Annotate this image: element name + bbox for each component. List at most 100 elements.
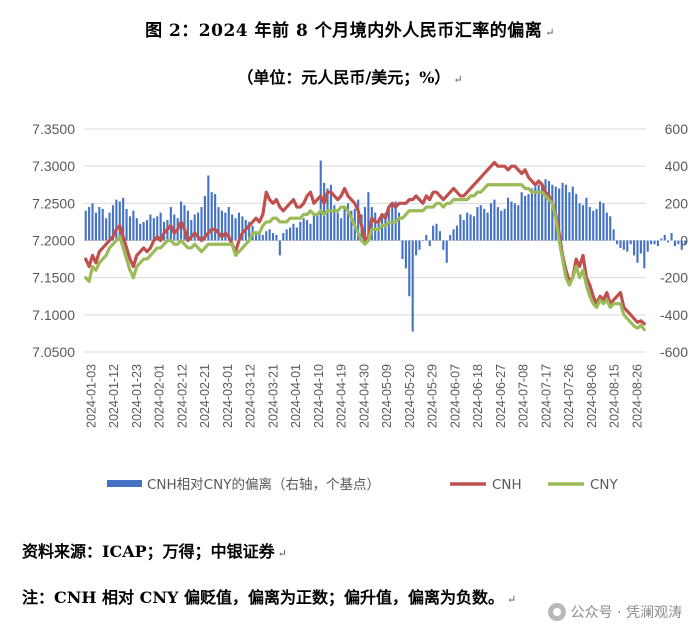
deviation-bar: [323, 182, 326, 241]
deviation-bar: [316, 214, 319, 241]
rate-lines: [84, 160, 646, 332]
deviation-bar: [486, 212, 489, 241]
deviation-bar: [455, 225, 459, 241]
x-axis-tick-label: 2024-01-23: [130, 364, 144, 428]
right-axis-tick-label: 200: [665, 195, 689, 211]
deviation-bar: [653, 240, 656, 245]
deviation-bar: [425, 234, 428, 241]
deviation-bar: [190, 220, 193, 241]
x-axis-tick-label: 2024-03-01: [221, 364, 235, 428]
right-axis-tick-label: -600: [660, 344, 688, 360]
left-axis-labels: 7.3500 7.3000 7.2500 7.2000 7.1500 7.1000 7.05…: [32, 121, 75, 360]
x-axis-tick-label: 2024-03-21: [266, 364, 280, 428]
deviation-bar: [496, 207, 499, 241]
x-axis-tick-label: 2024-06-18: [471, 364, 485, 428]
deviation-bar: [84, 210, 87, 241]
deviation-bar: [237, 212, 241, 241]
deviation-bar: [449, 234, 452, 241]
deviation-bar: [217, 207, 220, 241]
deviation-bar: [135, 218, 138, 241]
deviation-bar: [105, 218, 108, 241]
deviation-bar: [650, 240, 653, 245]
deviation-bar: [319, 160, 322, 241]
deviation-bar: [265, 231, 268, 241]
deviation-bar: [595, 208, 598, 241]
x-axis-tick-label: 2024-05-20: [403, 364, 417, 428]
deviation-bar: [418, 240, 421, 250]
deviation-bar: [493, 199, 496, 241]
deviation-bar: [289, 227, 292, 241]
deviation-bar: [466, 212, 469, 241]
deviation-bar: [408, 240, 411, 297]
x-axis-tick-label: 2024-01-12: [107, 364, 121, 428]
deviation-bar: [125, 208, 128, 241]
wechat-logo-icon: [547, 603, 566, 621]
deviation-bar: [132, 210, 135, 241]
deviation-bar: [483, 208, 486, 241]
chart-note: 注：CNH 相对 CNY 偏贬值，偏离为正数；偏升值，偏离为负数。 ↵: [22, 584, 516, 608]
deviation-bar: [442, 240, 445, 250]
deviation-bar: [479, 205, 482, 241]
deviation-bar: [517, 205, 520, 241]
deviation-bar: [261, 234, 264, 241]
deviation-bar: [452, 229, 455, 241]
chart-title: 图 2：2024 年前 8 个月境内外人民币汇率的偏离 ↵: [0, 16, 700, 41]
deviation-bar: [500, 210, 503, 241]
deviation-bar: [159, 212, 162, 241]
deviation-bar: [524, 195, 527, 241]
deviation-bar: [295, 227, 298, 241]
deviation-bar: [507, 197, 510, 241]
deviation-bar: [629, 240, 632, 245]
data-source-text: 资料来源：ICAP；万得；中银证券: [22, 542, 275, 561]
deviation-bar: [544, 179, 547, 241]
deviation-bar: [282, 233, 285, 241]
deviation-bar: [619, 240, 622, 248]
deviation-bar: [646, 240, 649, 252]
deviation-bar: [663, 234, 666, 241]
deviation-bar: [415, 240, 418, 256]
x-axis-tick-label: 2024-01-03: [84, 364, 98, 428]
chart-title-text: 图 2：2024 年前 8 个月境内外人民币汇率的偏离: [145, 21, 543, 41]
deviation-bar: [462, 220, 465, 241]
x-axis-tick-label: 2024-07-17: [539, 364, 553, 428]
right-axis-tick-label: 400: [665, 158, 689, 174]
deviation-bar: [278, 240, 281, 256]
x-axis-tick-label: 2024-04-10: [312, 364, 326, 428]
deviation-bar: [578, 203, 581, 241]
deviation-bar: [421, 240, 424, 242]
deviation-bar: [585, 197, 588, 241]
deviation-bar: [612, 229, 615, 241]
deviation-bar: [656, 240, 659, 247]
x-axis-tick-label: 2024-08-15: [608, 364, 622, 428]
deviation-bar: [472, 216, 476, 241]
deviation-bar: [88, 207, 91, 241]
left-axis-tick-label: 7.2500: [32, 195, 75, 211]
deviation-bar: [551, 184, 554, 241]
deviation-bar: [312, 212, 315, 241]
deviation-bar: [101, 208, 104, 241]
deviation-bar: [234, 218, 237, 241]
deviation-bar: [309, 223, 312, 241]
deviation-bar: [680, 240, 683, 250]
deviation-bar: [432, 225, 435, 241]
deviation-bar: [520, 192, 523, 241]
x-axis-labels: 2024-01-03 2024-01-12 2024-01-23 2024-02-01…: [84, 364, 644, 428]
deviation-bar: [636, 240, 639, 263]
deviation-bar: [537, 184, 540, 241]
deviation-bar: [350, 210, 353, 241]
deviation-bar: [94, 212, 97, 241]
deviation-bar: [643, 240, 646, 269]
paragraph-mark: ↵: [277, 547, 287, 560]
deviation-bar: [476, 207, 479, 241]
deviation-bar: [210, 192, 213, 241]
deviation-bar: [581, 205, 585, 241]
deviation-bar: [633, 240, 636, 256]
right-axis-tick-label: 0: [680, 233, 688, 249]
deviation-bar: [268, 229, 271, 241]
deviation-bar: [214, 194, 217, 241]
watermark: 公众号 · 凭澜观涛: [547, 602, 682, 622]
deviation-bar: [626, 240, 629, 252]
deviation-bar: [329, 184, 332, 241]
x-axis-tick-label: 2024-08-06: [585, 364, 599, 428]
paragraph-mark: ↵: [453, 73, 463, 86]
